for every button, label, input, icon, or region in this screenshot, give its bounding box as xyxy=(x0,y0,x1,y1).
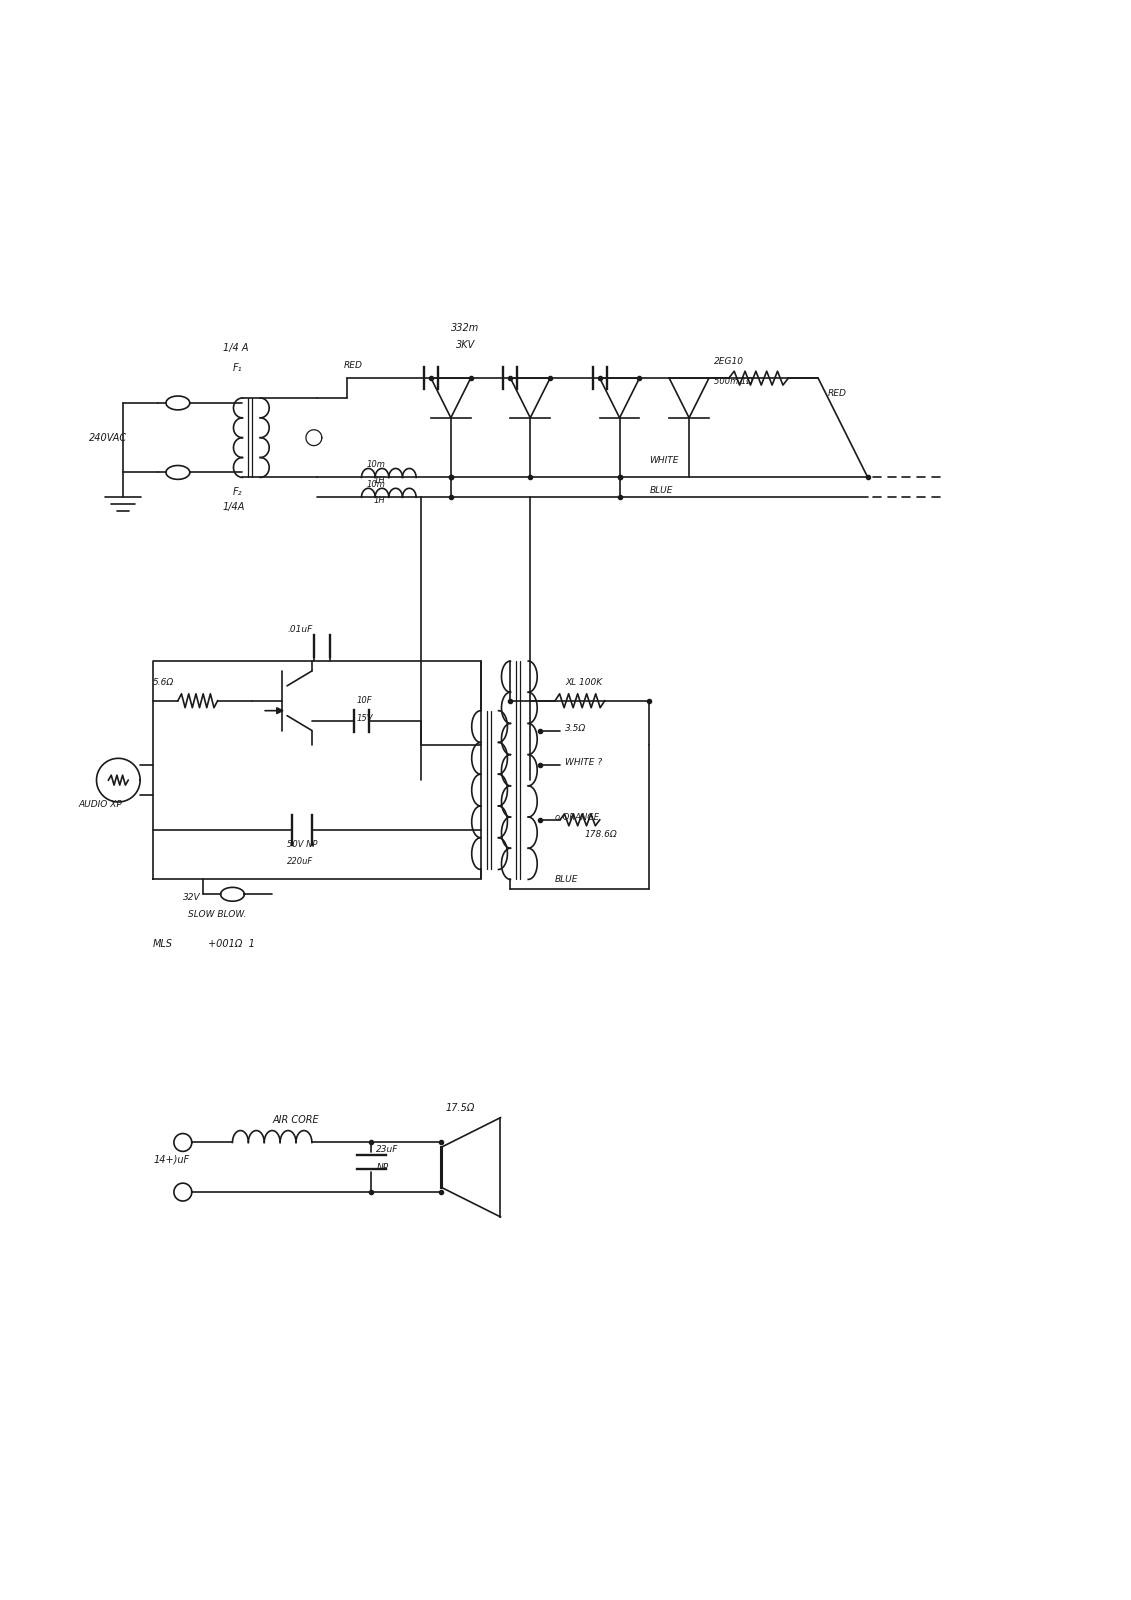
Text: AIR CORE: AIR CORE xyxy=(273,1115,319,1125)
Text: WHITE: WHITE xyxy=(649,456,679,466)
Text: SLOW BLOW.: SLOW BLOW. xyxy=(188,910,247,918)
Text: 2EG10: 2EG10 xyxy=(714,357,744,366)
Text: NP: NP xyxy=(377,1163,389,1171)
Text: 15V: 15V xyxy=(356,714,373,723)
Text: BLUE: BLUE xyxy=(555,875,579,883)
Text: 240VAC: 240VAC xyxy=(88,432,127,443)
Text: .01uF: .01uF xyxy=(287,624,312,634)
Text: 14+)uF: 14+)uF xyxy=(153,1154,189,1165)
Text: MLS: MLS xyxy=(153,939,173,949)
Text: 23uF: 23uF xyxy=(377,1146,399,1154)
Text: AUDIO XP: AUDIO XP xyxy=(79,800,122,810)
Text: F₂: F₂ xyxy=(233,488,242,498)
Text: 10F: 10F xyxy=(356,696,372,706)
Text: BLUE: BLUE xyxy=(649,486,673,494)
Text: WHITE ?: WHITE ? xyxy=(566,758,602,766)
Text: 50V NP: 50V NP xyxy=(287,840,318,850)
Text: +001Ω  1: +001Ω 1 xyxy=(208,939,254,949)
Text: 332m: 332m xyxy=(451,323,480,333)
Text: 5.6Ω: 5.6Ω xyxy=(153,678,174,688)
Text: 17.5Ω: 17.5Ω xyxy=(446,1102,475,1112)
Text: 3.5Ω: 3.5Ω xyxy=(566,725,586,733)
Text: o ORANGE: o ORANGE xyxy=(555,813,599,822)
Text: 10m: 10m xyxy=(366,459,386,469)
Text: 32V: 32V xyxy=(183,893,200,902)
Text: F₁: F₁ xyxy=(233,363,242,373)
Text: 1H: 1H xyxy=(373,475,385,485)
Text: 10m: 10m xyxy=(366,480,386,490)
Text: 500m 1Ω: 500m 1Ω xyxy=(714,376,752,386)
Text: 178.6Ω: 178.6Ω xyxy=(585,830,618,840)
Text: XL 100K: XL 100K xyxy=(566,678,602,688)
Text: RED: RED xyxy=(344,360,363,370)
Text: 220uF: 220uF xyxy=(287,858,313,866)
Text: 1/4 A: 1/4 A xyxy=(223,344,248,354)
Text: 3KV: 3KV xyxy=(456,341,475,350)
Text: 1H: 1H xyxy=(373,496,385,504)
Text: RED: RED xyxy=(828,389,847,397)
Text: 1/4A: 1/4A xyxy=(223,502,245,512)
